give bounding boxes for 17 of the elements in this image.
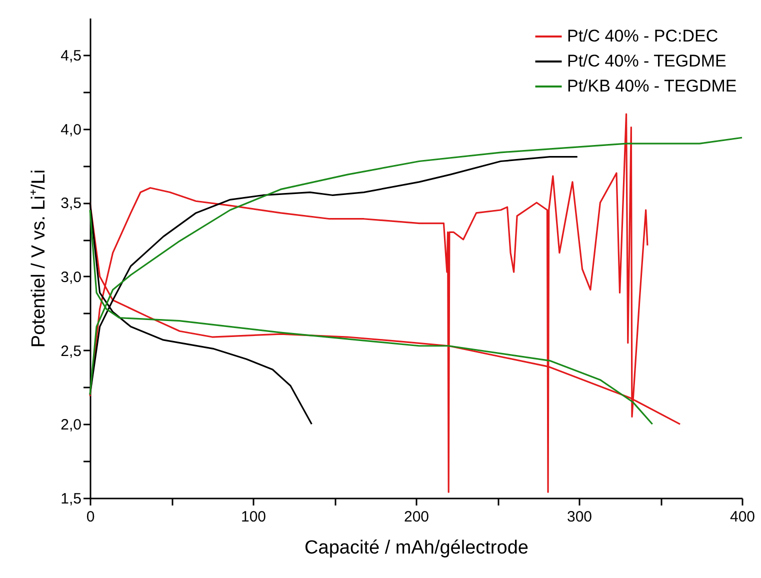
y-tick-label: 4,5	[60, 47, 82, 64]
y-tick-label: 2,5	[60, 342, 82, 360]
x-tick-label: 0	[86, 508, 95, 526]
y-tick-label: 1,5	[60, 490, 82, 508]
y-tick-label: 2,0	[60, 416, 82, 434]
legend-label: Pt/KB 40% - TEGDME	[567, 76, 737, 96]
x-tick-label: 300	[566, 508, 592, 526]
y-tick-label: 3,0	[60, 268, 82, 286]
x-tick-label: 200	[404, 508, 430, 526]
y-axis-title: Potentiel / V vs. Li⁺/Li	[28, 169, 50, 348]
x-tick-label: 400	[730, 508, 756, 526]
y-tick-label: 4,0	[60, 121, 82, 138]
y-tick-label: 3,5	[60, 195, 82, 212]
legend-label: Pt/C 40% - PC:DEC	[567, 26, 718, 46]
legend-label: Pt/C 40% - TEGDME	[567, 52, 726, 70]
x-tick-label: 100	[240, 508, 266, 526]
x-axis-title: Capacité / mAh/gélectrode	[304, 538, 528, 558]
